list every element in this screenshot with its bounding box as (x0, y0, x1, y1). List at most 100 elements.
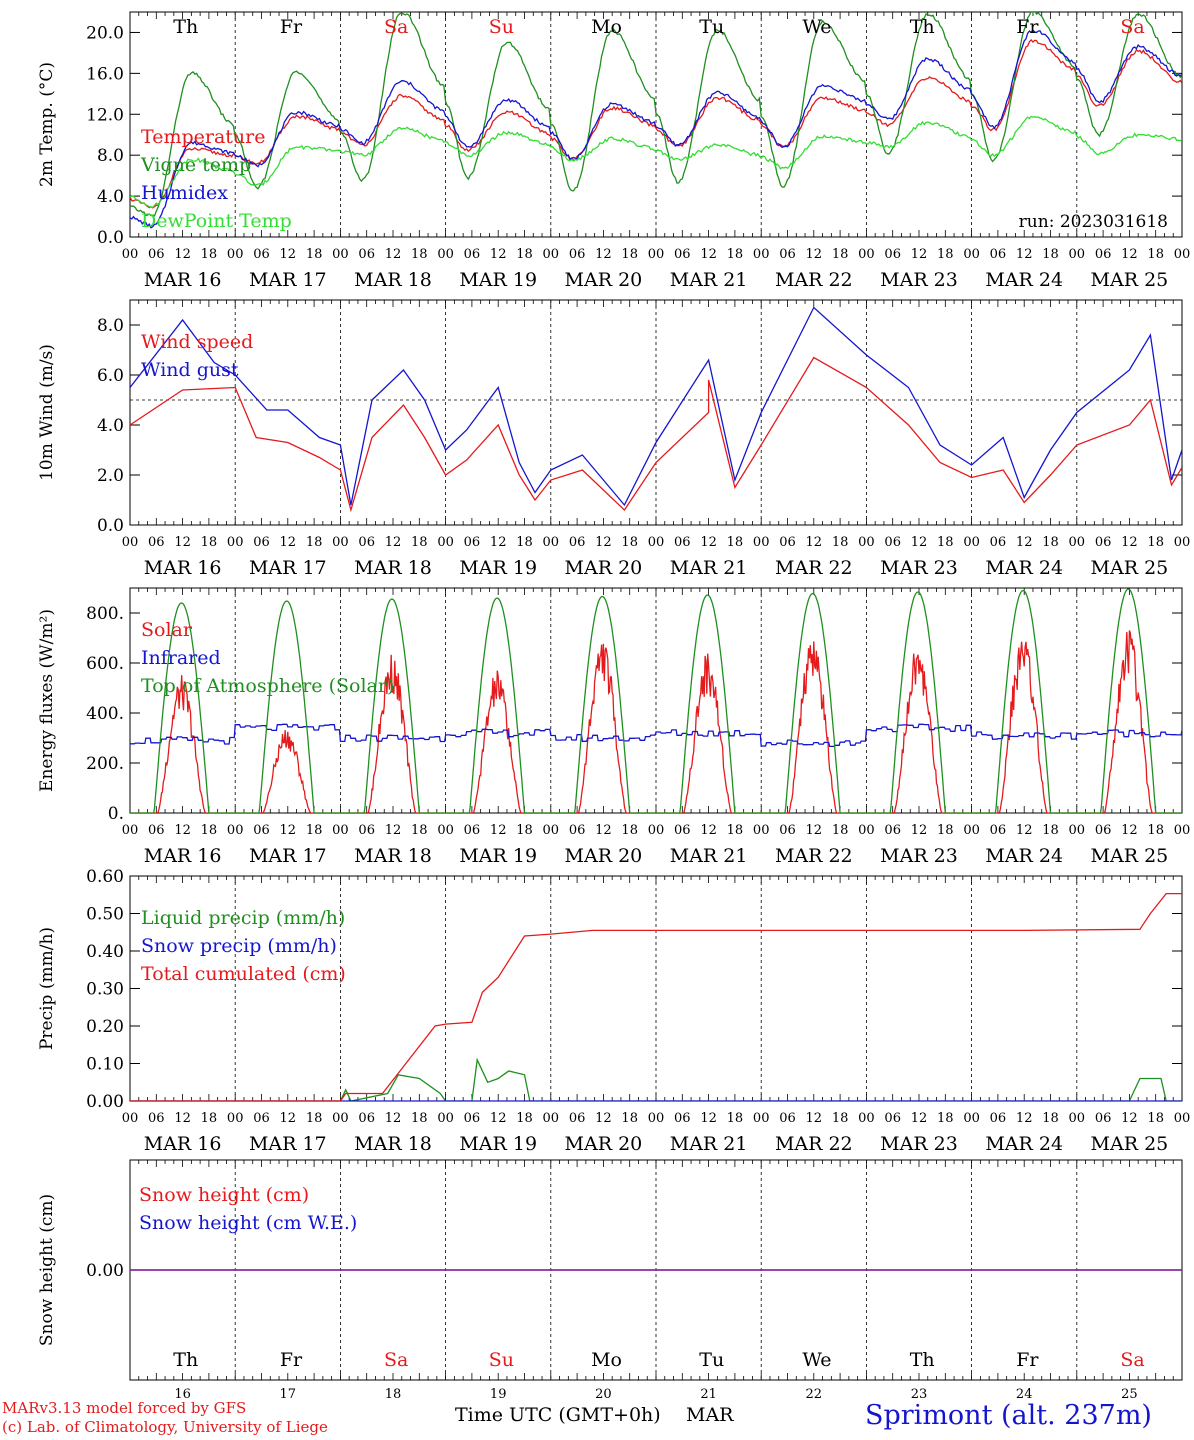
hour-tick-label: 06 (990, 823, 1007, 838)
weekday-label: Th (910, 1349, 935, 1371)
weekday-label: Fr (1016, 1349, 1039, 1371)
hour-tick-label: 00 (753, 1111, 770, 1126)
panel-wind: 0.0 2.0 4.0 6.0 8.0 10m Wind (m/s) Wind speed W… (37, 299, 1190, 579)
hour-tick-label: 06 (464, 247, 481, 262)
panel-frame (129, 299, 1183, 526)
hour-tick-label: 06 (779, 1111, 796, 1126)
hour-tick-label: 18 (832, 823, 849, 838)
hour-tick-label: 00 (648, 1111, 665, 1126)
hour-tick-label: 00 (858, 247, 875, 262)
hour-tick-label: 12 (280, 823, 297, 838)
hour-tick-label: 18 (516, 535, 533, 550)
weekday-label: We (802, 16, 831, 38)
weekday-label: Sa (384, 16, 408, 38)
hour-tick-label: 06 (253, 535, 270, 550)
panel-snow: 0.00 Snow height (cm) Snow height (cm) Snow… (37, 1159, 1183, 1402)
hour-tick-label: 00 (543, 823, 560, 838)
series-group (130, 12, 1182, 229)
series-line-infrared (130, 723, 1182, 748)
date-label: MAR 17 (249, 1133, 327, 1155)
hour-tick-label: 18 (411, 247, 428, 262)
hour-tick-label: 00 (1069, 823, 1086, 838)
legend-entry: Humidex (141, 182, 228, 204)
date-label: MAR 25 (1091, 845, 1169, 867)
weekday-label: Tu (699, 16, 724, 38)
hour-tick-label: 00 (122, 247, 139, 262)
hour-tick-label: 06 (148, 823, 165, 838)
series-line-top-of-atmosphere-solar- (130, 588, 1182, 813)
hour-tick-label: 18 (621, 1111, 638, 1126)
hour-tick-label: 12 (1016, 1111, 1033, 1126)
series-line-wind-gust (130, 306, 1182, 507)
hour-tick-label: 12 (700, 823, 717, 838)
hour-tick-label: 18 (201, 823, 218, 838)
hour-tick-label: 00 (858, 823, 875, 838)
hour-tick-label: 18 (621, 535, 638, 550)
hour-tick-label: 12 (280, 1111, 297, 1126)
date-label: MAR 23 (880, 557, 958, 579)
hour-tick-label: 06 (990, 1111, 1007, 1126)
y-tick-label: 0.20 (86, 1017, 124, 1037)
hour-tick-label: 06 (569, 247, 586, 262)
hour-tick-label: 18 (727, 247, 744, 262)
day-number-label: 18 (385, 1387, 402, 1402)
hour-tick-label: 06 (464, 535, 481, 550)
hour-tick-label: 00 (437, 823, 454, 838)
date-label: MAR 20 (565, 269, 643, 291)
legend-entry: Snow height (cm W.E.) (139, 1212, 357, 1234)
panel-frame (129, 587, 1183, 814)
date-label: MAR 21 (670, 845, 748, 867)
date-label: MAR 16 (144, 557, 222, 579)
weekday-label: Sa (384, 1349, 408, 1371)
hour-tick-label: 06 (358, 535, 375, 550)
hour-tick-label: 00 (648, 823, 665, 838)
hour-tick-label: 12 (806, 1111, 823, 1126)
date-label: MAR 21 (670, 557, 748, 579)
hour-tick-label: 18 (516, 823, 533, 838)
y-tick-label: 0.10 (86, 1055, 124, 1075)
hour-tick-label: 00 (332, 1111, 349, 1126)
legend-entry: Snow precip (mm/h) (141, 935, 337, 957)
date-label: MAR 16 (144, 845, 222, 867)
date-label: MAR 19 (459, 1133, 537, 1155)
hour-tick-label: 12 (806, 823, 823, 838)
y-axis-label: Energy fluxes (W/m²) (37, 609, 57, 792)
hour-tick-label: 12 (595, 247, 612, 262)
hour-tick-label: 18 (306, 535, 323, 550)
hour-tick-label: 06 (358, 823, 375, 838)
date-label: MAR 18 (354, 845, 432, 867)
hour-tick-label: 18 (937, 823, 954, 838)
panel-energy: 0. 200. 400. 600. 800. Energy fluxes (W/m²) So… (37, 587, 1190, 867)
hour-tick-label: 00 (753, 535, 770, 550)
hour-tick-label: 18 (621, 247, 638, 262)
hour-tick-label: 18 (1147, 823, 1164, 838)
hour-tick-label: 18 (201, 535, 218, 550)
hour-tick-label: 06 (1095, 535, 1112, 550)
y-tick-label: 0.0 (97, 516, 124, 536)
hour-tick-label: 06 (884, 1111, 901, 1126)
hour-tick-label: 06 (569, 535, 586, 550)
hour-tick-label: 00 (122, 823, 139, 838)
date-label: MAR 25 (1091, 557, 1169, 579)
hour-tick-label: 00 (1174, 247, 1191, 262)
series-line-wind-speed (130, 356, 1182, 513)
hour-tick-label: 06 (884, 823, 901, 838)
hour-tick-label: 00 (122, 535, 139, 550)
hour-tick-label: 18 (201, 247, 218, 262)
hour-tick-label: 18 (1042, 823, 1059, 838)
y-tick-label: 0. (108, 804, 124, 824)
hour-tick-label: 00 (648, 247, 665, 262)
y-tick-label: 200. (86, 754, 124, 774)
series-line-temperature (130, 38, 1182, 209)
weekday-label: Su (489, 16, 514, 38)
legend-entry: Temperature (141, 126, 265, 148)
y-tick-label: 0.00 (86, 1261, 124, 1281)
hour-tick-label: 06 (253, 1111, 270, 1126)
hour-tick-label: 06 (148, 535, 165, 550)
hour-tick-label: 00 (543, 1111, 560, 1126)
hour-tick-label: 00 (1069, 1111, 1086, 1126)
hour-tick-label: 12 (1121, 247, 1138, 262)
hour-tick-label: 12 (490, 247, 507, 262)
y-tick-label: 600. (86, 654, 124, 674)
